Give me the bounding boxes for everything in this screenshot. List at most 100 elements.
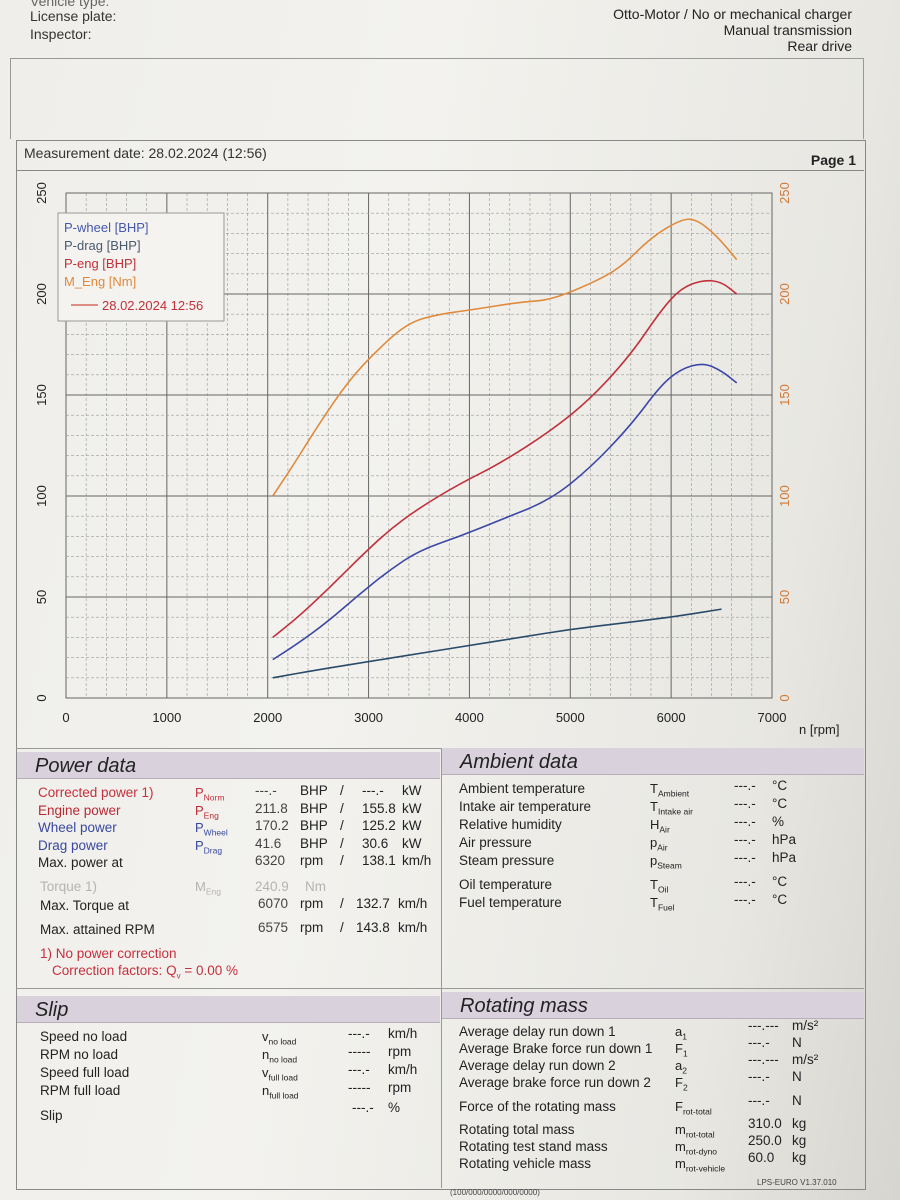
- header-frame: [10, 58, 864, 139]
- vehicle-header: Vehicle type: License plate: Inspector: …: [0, 0, 900, 60]
- rotating-row-value: 310.0: [748, 1116, 782, 1131]
- right-tick-label: 50: [777, 590, 792, 604]
- power-row-sep: /: [340, 783, 344, 798]
- ambient-row-unit: %: [772, 814, 785, 829]
- x-tick-label: 2000: [253, 710, 282, 725]
- power-row-symbol: PEng: [195, 802, 219, 821]
- engine-type: Otto-Motor / No or mechanical charger: [613, 6, 852, 22]
- torque-value: 240.9: [255, 879, 289, 894]
- correction-note: 1) No power correction: [40, 946, 177, 961]
- power-row-kw-unit: kW: [402, 783, 422, 798]
- power-row-value: 41.6: [255, 835, 282, 851]
- ambient-row-label: Ambient temperature: [459, 781, 586, 796]
- max-torque-sep: /: [340, 896, 344, 911]
- rotating-row-label: Rotating test stand mass: [459, 1139, 608, 1154]
- max-torque-rpm-unit: rpm: [300, 896, 324, 911]
- series-line-p-eng-bhp: [272, 279, 738, 639]
- slip-row-symbol: nfull load: [262, 1083, 299, 1101]
- x-tick-label: 1000: [152, 710, 181, 725]
- rotating-row-label: Average delay run down 1: [459, 1024, 616, 1039]
- rotating-row-label: Force of the rotating mass: [459, 1099, 616, 1114]
- ambient-row-symbol: TOil: [650, 877, 669, 895]
- max-rpm-label: Max. attained RPM: [40, 922, 155, 937]
- right-tick-label: 100: [777, 485, 792, 507]
- power-row-sep: /: [340, 853, 344, 868]
- power-row-kw: ---.-: [362, 783, 384, 798]
- left-tick-label: 200: [34, 283, 49, 305]
- ambient-row-unit: °C: [772, 892, 788, 907]
- rotating-row-unit: m/s²: [792, 1052, 819, 1067]
- max-rpm-kmh: 143.8: [356, 920, 390, 935]
- slip-row-unit: rpm: [388, 1080, 412, 1095]
- left-tick-label: 50: [34, 590, 49, 604]
- power-row-kw: 125.2: [362, 818, 396, 833]
- ambient-row-value: ---.-: [734, 814, 756, 829]
- x-tick-label: 0: [62, 710, 69, 725]
- torque-label: Torque 1): [40, 879, 98, 894]
- ambient-row-symbol: TAmbient: [650, 781, 690, 799]
- rotating-row-label: Rotating total mass: [459, 1122, 575, 1137]
- power-row-kw: 30.6: [362, 835, 389, 851]
- rotating-row-unit: N: [792, 1069, 802, 1084]
- ambient-row-value: ---.-: [734, 850, 756, 865]
- rotating-row-symbol: mrot-dyno: [675, 1139, 718, 1157]
- x-tick-label: 3000: [354, 710, 383, 725]
- max-rpm-unit: rpm: [300, 920, 324, 935]
- power-row-symbol: PWheel: [195, 820, 228, 838]
- max-torque-rpm: 6070: [258, 896, 289, 911]
- legend-date: 28.02.2024 12:56: [102, 298, 203, 313]
- right-tick-label: 200: [777, 283, 792, 305]
- power-row-unit: BHP: [300, 835, 328, 851]
- left-tick-label: 100: [34, 485, 49, 507]
- power-row-kw-unit: kW: [402, 818, 422, 833]
- ambient-row-value: ---.-: [734, 796, 756, 811]
- rotating-row-value: ---.---: [748, 1018, 779, 1033]
- measurement-bar: Measurement date: 28.02.2024 (12:56) Pag…: [16, 140, 864, 171]
- ambient-row-label: Air pressure: [459, 835, 532, 850]
- rotating-row-label: Average delay run down 2: [459, 1058, 616, 1073]
- slip-row-value: -----: [348, 1044, 371, 1059]
- rotating-row-value: 60.0: [748, 1150, 775, 1165]
- report-frame: [16, 140, 866, 1190]
- rotating-row-value: ---.---: [748, 1052, 779, 1067]
- rotating-row-symbol: F1: [675, 1041, 688, 1059]
- dyno-chart: 0 1000 2000 3000 4000 5000 6000 7000 0 50 100 150 20…: [16, 171, 864, 748]
- rotating-row-value: ---.-: [748, 1035, 770, 1050]
- power-row-unit: BHP: [300, 818, 328, 833]
- license-plate-label: License plate:: [30, 8, 117, 24]
- right-tick-label: 150: [777, 384, 792, 406]
- power-row-sep: /: [340, 835, 344, 851]
- x-tick-label: 4000: [455, 710, 484, 725]
- power-row-symbol: PNorm: [195, 785, 225, 803]
- slip-row-label: RPM no load: [40, 1047, 119, 1062]
- slip-header: Slip: [17, 996, 440, 1023]
- ambient-data-header: Ambient data: [442, 748, 864, 775]
- ambient-row-unit: °C: [772, 778, 788, 793]
- power-row-sep: /: [340, 800, 344, 816]
- ambient-row-unit: °C: [772, 874, 788, 889]
- slip-value: ---.-: [352, 1100, 374, 1115]
- ambient-row-label: Relative humidity: [459, 817, 562, 832]
- inspector-label: Inspector:: [30, 26, 92, 42]
- power-data-header: Power data: [17, 752, 440, 779]
- rotating-row-symbol: mrot-vehicle: [675, 1156, 726, 1174]
- max-rpm-kmh-unit: km/h: [398, 920, 428, 935]
- right-tick-label: 0: [777, 694, 792, 701]
- power-row-kw: 138.1: [362, 853, 396, 868]
- rotating-mass-header: Rotating mass: [442, 992, 864, 1019]
- ambient-row-label: Oil temperature: [459, 877, 553, 892]
- divider: [16, 748, 864, 749]
- power-row-unit: rpm: [300, 853, 324, 868]
- slip-row-unit: km/h: [388, 1026, 418, 1041]
- rotating-row-symbol: Frot-total: [675, 1099, 712, 1117]
- power-row-label: Drag power: [38, 837, 108, 853]
- power-row-value: 170.2: [255, 818, 289, 833]
- x-tick-label: 6000: [657, 710, 686, 725]
- power-row-label: Engine power: [38, 802, 121, 818]
- max-rpm-value: 6575: [258, 920, 289, 935]
- x-axis-label: n [rpm]: [799, 722, 839, 737]
- rotating-row-value: ---.-: [748, 1069, 770, 1084]
- legend-p-drag: P-drag [BHP]: [64, 238, 141, 253]
- chart-legend: P-wheel [BHP] P-drag [BHP] P-eng [BHP] M…: [57, 212, 225, 322]
- slip-row-label: RPM full load: [40, 1083, 121, 1098]
